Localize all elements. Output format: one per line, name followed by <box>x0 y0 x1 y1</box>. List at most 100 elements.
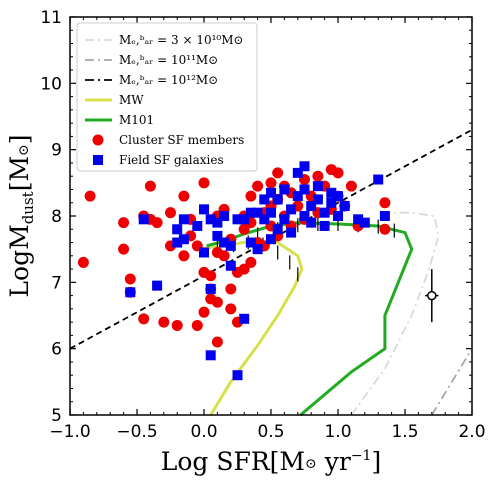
field-point-35 <box>286 204 297 215</box>
field-point-38 <box>292 167 303 178</box>
cluster-point-63 <box>312 170 324 182</box>
cluster-point-73 <box>379 223 391 235</box>
points-layer <box>77 161 439 381</box>
legend-label-0: Mₑ,ᵇₐᵣ = 3 × 10¹⁰M⊙ <box>119 33 244 47</box>
field-point-36 <box>286 227 297 238</box>
x-axis-label: Log SFR[M⊙ yr−1] <box>161 447 381 476</box>
field-point-37 <box>292 191 303 202</box>
cluster-point-10 <box>151 217 163 229</box>
field-point-53 <box>353 214 364 225</box>
cluster-point-2 <box>118 217 130 229</box>
cluster-point-45 <box>252 180 264 192</box>
field-point-29 <box>266 187 276 198</box>
field-point-27 <box>259 194 270 205</box>
y-tick-label-3: 8 <box>51 207 62 227</box>
field-point-14 <box>212 217 223 228</box>
field-point-51 <box>333 191 343 202</box>
field-point-4 <box>172 224 183 235</box>
field-point-10 <box>205 214 216 225</box>
field-point-5 <box>178 214 189 225</box>
cluster-point-7 <box>138 313 150 325</box>
field-point-7 <box>192 220 203 231</box>
y-tick-label-0: 5 <box>51 406 62 426</box>
cluster-point-23 <box>198 177 210 189</box>
x-tick-label-5: 1.5 <box>391 422 418 442</box>
field-point-3 <box>172 237 183 248</box>
field-point-15 <box>219 211 230 221</box>
field-point-54 <box>359 217 370 228</box>
cluster-point-31 <box>218 250 230 262</box>
cluster-point-41 <box>245 256 257 268</box>
field-point-9 <box>199 247 209 258</box>
field-point-34 <box>279 214 290 225</box>
cluster-point-15 <box>178 190 190 202</box>
legend-box <box>76 22 258 172</box>
field-point-40 <box>299 184 310 195</box>
cluster-point-24 <box>205 270 217 282</box>
field-point-52 <box>339 201 350 212</box>
y-tick-label-4: 9 <box>51 141 62 161</box>
cluster-point-43 <box>245 190 257 202</box>
x-tick-label-0: −1.0 <box>49 422 90 442</box>
x-tick-label-2: 0.0 <box>190 422 217 442</box>
field-point-21 <box>239 313 250 324</box>
field-point-6 <box>178 234 189 245</box>
field-point-30 <box>266 234 276 245</box>
y-axis-label: LogMdust[M⊙] <box>5 134 37 297</box>
y-tick-label-1: 6 <box>51 340 62 360</box>
field-point-55 <box>373 174 384 185</box>
cluster-point-3 <box>118 243 130 255</box>
field-point-24 <box>252 207 263 218</box>
cluster-point-68 <box>332 167 344 179</box>
field-point-33 <box>279 184 290 195</box>
legend-label-5: Cluster SF members <box>119 133 244 147</box>
legend-marker-5 <box>92 134 104 146</box>
curve-line-4 <box>431 348 473 416</box>
field-point-31 <box>272 194 283 205</box>
field-point-11 <box>205 283 216 294</box>
field-point-13 <box>212 230 223 241</box>
field-point-50 <box>333 211 343 221</box>
cluster-point-70 <box>345 180 357 192</box>
curve-line-1 <box>197 239 304 416</box>
error-bar-point <box>427 290 437 301</box>
y-tick-label-2: 7 <box>51 273 62 293</box>
field-point-32 <box>272 224 283 235</box>
ticks-layer: −1.0 −0.5 0.0 0.5 1.0 1.5 2.0 5 6 7 8 9 10 11 <box>40 8 485 442</box>
field-point-48 <box>326 197 337 208</box>
y-tick-label-6: 11 <box>40 8 62 28</box>
cluster-point-1 <box>84 190 96 202</box>
field-point-28 <box>266 207 276 218</box>
cluster-point-14 <box>171 319 183 331</box>
field-point-42 <box>306 201 317 212</box>
field-point-47 <box>319 220 330 231</box>
cluster-point-49 <box>265 177 277 189</box>
cluster-point-72 <box>379 197 391 209</box>
field-point-17 <box>225 240 236 251</box>
field-point-56 <box>379 211 390 221</box>
cluster-point-9 <box>144 180 156 192</box>
field-point-26 <box>259 214 270 225</box>
cluster-point-33 <box>225 283 237 295</box>
field-point-44 <box>312 181 323 192</box>
field-point-23 <box>245 237 256 248</box>
legend-label-2: Mₑ,ᵇₐᵣ = 10¹²M⊙ <box>119 73 218 87</box>
field-point-20 <box>239 214 250 225</box>
curve-line-2 <box>206 221 414 417</box>
curves-layer <box>69 129 473 417</box>
field-point-57 <box>232 370 243 381</box>
x-tick-label-1: −0.5 <box>116 422 157 442</box>
field-point-18 <box>225 260 236 271</box>
cluster-point-30 <box>211 336 223 348</box>
legend-label-3: MW <box>119 93 144 107</box>
cluster-point-19 <box>191 319 203 331</box>
field-point-49 <box>326 187 337 198</box>
legend-label-1: Mₑ,ᵇₐᵣ = 10¹¹M⊙ <box>119 53 218 67</box>
field-point-39 <box>299 211 310 221</box>
cluster-point-39 <box>238 223 250 235</box>
cluster-point-12 <box>165 207 176 219</box>
legend-label-6: Field SF galaxies <box>119 153 224 167</box>
legend-label-4: M101 <box>119 113 154 127</box>
field-point-43 <box>306 217 317 228</box>
